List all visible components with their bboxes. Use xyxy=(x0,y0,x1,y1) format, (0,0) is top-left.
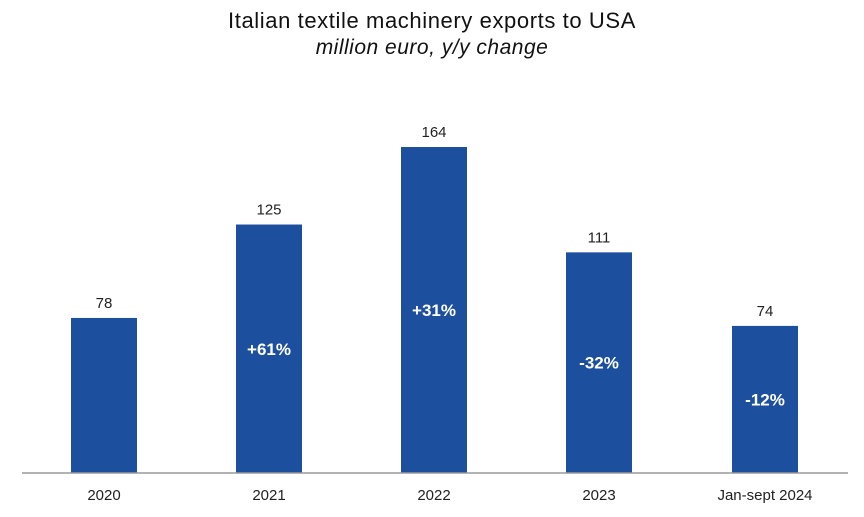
labels-layer: 78 2020 125 +61% 2021 164 +31% 2022 111 -32% 2023 7… xyxy=(87,124,812,504)
change-label-1: +61% xyxy=(247,340,291,359)
value-label-4: 74 xyxy=(757,303,774,320)
value-label-0: 78 xyxy=(96,295,113,312)
value-label-1: 125 xyxy=(256,202,281,219)
bar-0 xyxy=(71,317,137,473)
value-label-2: 164 xyxy=(421,124,446,141)
x-tick-label-0: 2020 xyxy=(87,487,120,504)
change-label-3: -32% xyxy=(579,354,619,373)
change-label-2: +31% xyxy=(412,301,456,320)
bar-4 xyxy=(732,325,798,473)
x-tick-label-3: 2023 xyxy=(582,487,615,504)
x-tick-label-1: 2021 xyxy=(252,487,285,504)
value-label-3: 111 xyxy=(588,229,611,246)
bar-3 xyxy=(566,252,632,473)
bars-layer xyxy=(71,147,798,473)
chart-subtitle: million euro, y/y change xyxy=(315,36,549,59)
bar-2 xyxy=(401,147,467,473)
x-tick-label-4: Jan-sept 2024 xyxy=(717,487,812,504)
chart-title: Italian textile machinery exports to USA xyxy=(228,8,636,33)
change-label-4: -12% xyxy=(745,390,785,409)
bar-1 xyxy=(236,224,302,473)
x-tick-label-2: 2022 xyxy=(417,487,450,504)
